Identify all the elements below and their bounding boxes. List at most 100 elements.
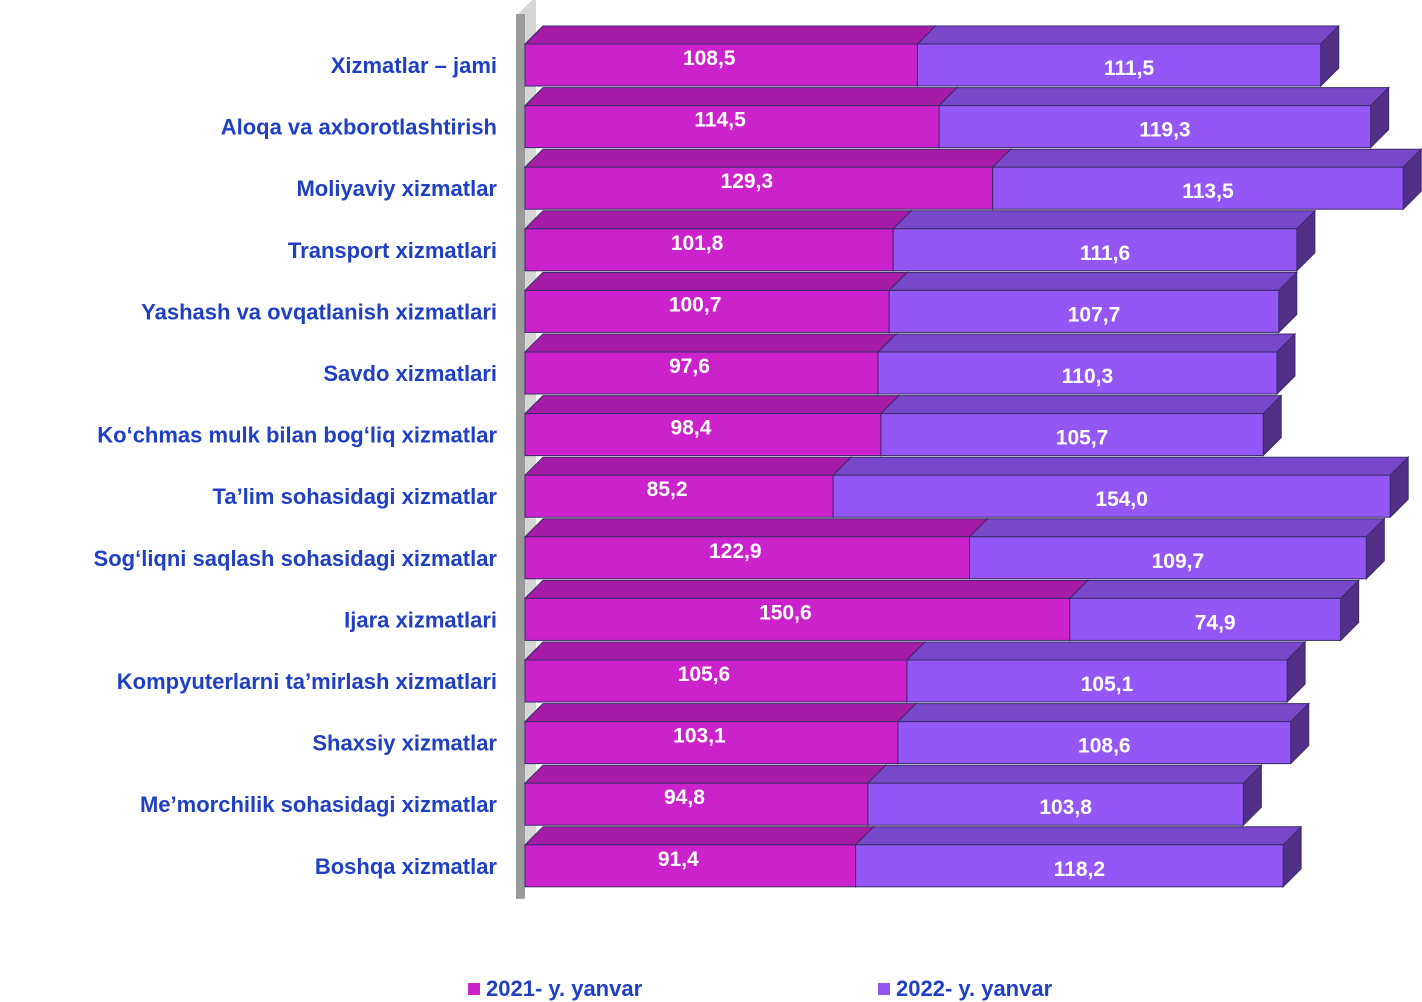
series-2022-bar <box>992 166 1404 210</box>
series-2022-value-label: 113,5 <box>1182 180 1234 203</box>
category-label: Me’morchilik sohasidagi xizmatlar <box>140 792 497 817</box>
series-2021-bar-top <box>523 518 989 538</box>
series-2021-bar-top <box>523 764 888 784</box>
series-2022-value-label: 108,6 <box>1078 735 1131 758</box>
series-2022-bar-top <box>991 148 1422 168</box>
series-2021-value-label: 85,2 <box>647 478 688 501</box>
series-2022-value-label: 154,0 <box>1095 488 1148 511</box>
series-2021-bar-top <box>523 25 937 45</box>
series-2022-bar-top <box>866 764 1263 784</box>
series-2022-value-label: 105,1 <box>1081 673 1134 696</box>
series-2022-bar <box>906 659 1288 703</box>
series-2022-bar-top <box>876 333 1297 353</box>
series-2022-value-label: 118,2 <box>1054 858 1105 881</box>
series-2022-bar-top <box>831 456 1410 476</box>
series-2022-value-label: 74,9 <box>1195 611 1236 634</box>
series-2022-value-label: 105,7 <box>1056 427 1109 450</box>
series-2021-bar-top <box>523 210 913 230</box>
category-label: Xizmatlar – jami <box>331 53 497 78</box>
series-2021-bar-top <box>523 579 1089 599</box>
series-2022-bar <box>916 43 1322 87</box>
category-label: Savdo xizmatlari <box>323 361 497 386</box>
series-2021-value-label: 100,7 <box>669 293 722 316</box>
series-2021-bar <box>524 782 869 826</box>
series-2022-bar <box>832 474 1391 518</box>
series-2021-value-label: 103,1 <box>673 725 726 748</box>
series-2021-bar <box>524 166 994 210</box>
series-2022-bar <box>855 844 1284 888</box>
legend-swatch-2022 <box>878 983 890 995</box>
legend-item-2021: 2021- y. yanvar <box>468 976 642 1002</box>
series-2022-bar <box>867 782 1244 826</box>
series-2021-bar-top <box>523 395 901 415</box>
series-2021-value-label: 94,8 <box>664 786 705 809</box>
series-2021-bar-top <box>523 148 1012 168</box>
series-2022-bar-top <box>905 641 1307 661</box>
series-2021-bar-top <box>523 333 898 353</box>
series-2021-value-label: 98,4 <box>671 417 712 440</box>
series-2021-value-label: 114,5 <box>694 109 746 132</box>
category-label: Kompyuterlarni ta’mirlash xizmatlari <box>117 669 497 694</box>
series-2021-bar <box>524 536 971 580</box>
series-2021-bar-top <box>523 703 918 723</box>
series-2022-value-label: 107,7 <box>1068 303 1121 326</box>
series-2022-bar <box>892 228 1298 272</box>
series-2021-bar-top <box>523 456 853 476</box>
series-2021-bar-top <box>523 87 959 107</box>
series-2022-value-label: 110,3 <box>1062 365 1113 388</box>
series-2021-bar-top <box>523 271 909 291</box>
series-2022-bar-top <box>896 703 1310 723</box>
series-2021-bar <box>524 721 899 765</box>
category-label: Ijara xizmatlari <box>344 607 497 632</box>
category-label: Boshqa xizmatlar <box>315 854 498 879</box>
series-2021-value-label: 122,9 <box>709 540 762 563</box>
series-2021-bar-top <box>523 641 927 661</box>
category-label: Ta’lim sohasidagi xizmatlar <box>213 484 498 509</box>
series-2022-bar <box>877 351 1278 395</box>
series-2021-value-label: 97,6 <box>669 355 710 378</box>
legend-label-2021: 2021- y. yanvar <box>486 976 643 1001</box>
series-2022-bar <box>969 536 1367 580</box>
series-2022-bar-top <box>916 25 1340 45</box>
series-2022-value-label: 103,8 <box>1039 796 1092 819</box>
category-label: Transport xizmatlari <box>288 238 497 263</box>
series-2022-bar <box>938 105 1372 149</box>
series-2022-bar-top <box>888 271 1298 291</box>
series-2022-bar-top <box>879 395 1283 415</box>
series-2021-value-label: 150,6 <box>759 601 812 624</box>
category-label: Ko‘chmas mulk bilan bog‘liq xizmatlar <box>97 423 497 448</box>
series-2021-bar <box>524 228 894 272</box>
series-2022-bar-top <box>854 826 1303 846</box>
chart: Xizmatlar – jami 108,5 111,5 Aloqa va axbor… <box>94 0 1422 899</box>
series-2022-bar-top <box>892 210 1317 230</box>
series-2022-bar-top <box>937 87 1390 107</box>
series-2021-bar-top <box>523 826 875 846</box>
series-2021-value-label: 101,8 <box>671 232 724 255</box>
legend-swatch-2021 <box>468 983 480 995</box>
series-2022-value-label: 111,5 <box>1104 57 1155 80</box>
series-2022-bar <box>897 721 1292 765</box>
series-2022-bar-top <box>1068 579 1360 599</box>
series-2021-bar <box>524 351 879 395</box>
series-2022-bar <box>1069 597 1342 641</box>
legend-item-2022: 2022- y. yanvar <box>878 976 1052 1002</box>
series-2021-value-label: 129,3 <box>721 170 774 193</box>
series-2021-value-label: 91,4 <box>658 848 699 871</box>
series-2022-bar <box>888 289 1280 333</box>
series-2021-bar <box>524 289 890 333</box>
category-label: Aloqa va axborotlashtirish <box>221 115 497 140</box>
legend-label-2022: 2022- y. yanvar <box>896 976 1053 1001</box>
series-2022-bar <box>880 413 1264 457</box>
series-2022-value-label: 109,7 <box>1152 550 1205 573</box>
axis-wall-front <box>516 14 525 899</box>
series-2022-value-label: 111,6 <box>1080 242 1130 265</box>
category-label: Sog‘liqni saqlash sohasidagi xizmatlar <box>94 546 498 571</box>
category-label: Moliyaviy xizmatlar <box>296 176 497 201</box>
series-2022-bar-top <box>968 518 1386 538</box>
series-2021-bar <box>524 474 834 518</box>
category-label: Shaxsiy xizmatlar <box>312 731 497 756</box>
series-2021-bar <box>524 43 918 87</box>
category-label: Yashash va ovqatlanish xizmatlari <box>141 299 497 324</box>
series-2021-value-label: 105,6 <box>678 663 731 686</box>
series-2021-value-label: 108,5 <box>683 47 736 70</box>
